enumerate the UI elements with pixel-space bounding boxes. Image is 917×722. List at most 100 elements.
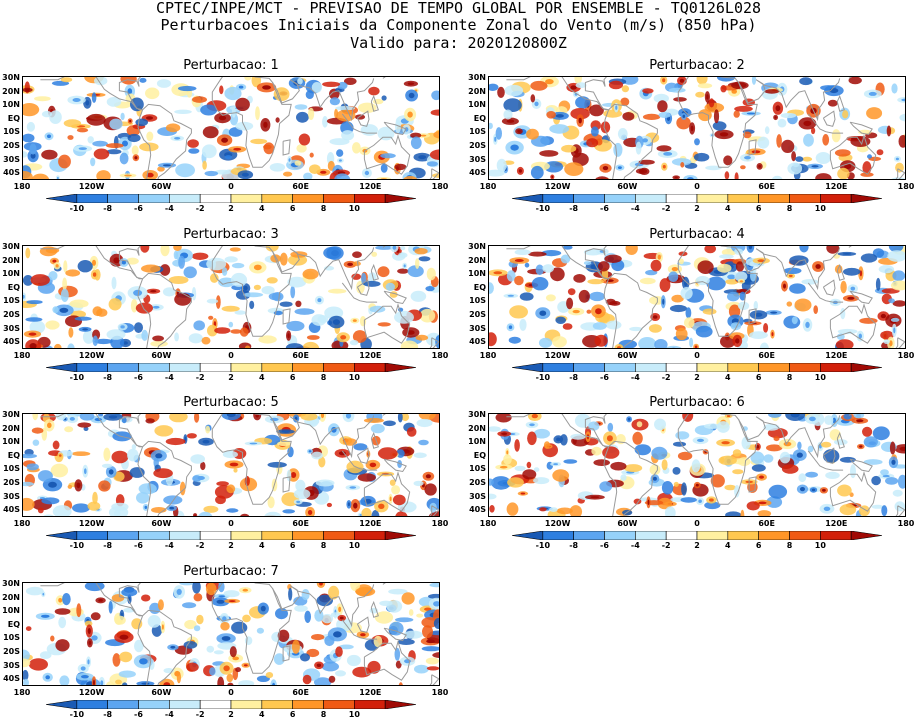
- lon-tick-label: 0: [228, 351, 234, 360]
- colorbar-label: 6: [289, 541, 296, 550]
- perturbation-core: [113, 257, 120, 264]
- perturbation-blob: [52, 440, 60, 450]
- perturbation-blob: [322, 81, 341, 87]
- perturbation-blob: [867, 154, 872, 159]
- coastline: [341, 619, 378, 640]
- colorbar-label: -10: [69, 710, 85, 719]
- perturbation-blob: [875, 277, 881, 291]
- perturbation-blob: [719, 254, 734, 259]
- perturbation-blob: [421, 646, 439, 652]
- perturbation-blob: [233, 468, 238, 473]
- perturbation-blob: [346, 654, 361, 667]
- perturbation-blob: [353, 443, 368, 451]
- colorbar-label: -10: [535, 541, 551, 550]
- perturbation-blob: [526, 128, 539, 140]
- coastline: [382, 246, 386, 248]
- perturbation-core: [572, 309, 580, 314]
- perturbation-blob: [734, 485, 740, 498]
- map-canvas: [489, 414, 905, 516]
- perturbation-blob: [429, 149, 439, 160]
- perturbation-blob: [163, 495, 183, 505]
- colorbar-swatch: [727, 531, 759, 540]
- perturbation-blob: [892, 489, 903, 497]
- lat-tick-label: 10N: [468, 269, 486, 279]
- perturbation-core: [425, 474, 431, 479]
- lat-tick-label: 30N: [2, 579, 20, 588]
- perturbation-blob: [530, 80, 548, 91]
- perturbation-blob: [54, 608, 71, 615]
- perturbation-core: [155, 453, 163, 459]
- lat-tick-label: 40S: [3, 505, 20, 515]
- perturbation-core: [47, 134, 51, 139]
- perturbation-blob: [589, 291, 605, 302]
- perturbation-blob: [120, 77, 137, 85]
- perturbation-core: [662, 78, 666, 83]
- perturbation-blob: [697, 260, 714, 274]
- colorbar-label: -2: [661, 541, 671, 550]
- coastline: [137, 615, 152, 685]
- perturbation-blob: [798, 473, 807, 483]
- perturbation-core: [706, 94, 709, 100]
- perturbation-blob: [545, 294, 556, 302]
- perturbation-blob: [697, 83, 713, 89]
- perturbation-blob: [79, 414, 95, 421]
- colorbar-swatch: [696, 531, 729, 540]
- colorbar-label: 2: [694, 373, 700, 382]
- perturbation-blob: [425, 657, 439, 665]
- perturbation-blob: [65, 269, 81, 277]
- perturbation-blob: [533, 477, 550, 485]
- coastline: [506, 246, 609, 280]
- perturbation-blob: [403, 175, 418, 179]
- colorbar-swatch: [820, 194, 852, 203]
- colorbar-label: 6: [289, 373, 296, 382]
- perturbation-blob: [326, 502, 332, 508]
- perturbation-blob: [544, 161, 564, 173]
- colorbar-label: 8: [320, 204, 327, 213]
- colorbar-label: -4: [164, 710, 174, 719]
- perturbation-blob: [834, 149, 851, 157]
- perturbation-blob: [888, 298, 895, 304]
- perturbation-blob: [671, 294, 684, 303]
- perturbation-blob: [338, 644, 354, 650]
- perturbation-blob: [578, 289, 590, 303]
- perturbation-core: [202, 439, 210, 444]
- perturbation-blob: [773, 436, 780, 442]
- perturbation-core: [59, 454, 62, 457]
- perturbation-blob: [286, 320, 305, 332]
- perturbation-blob: [226, 484, 236, 494]
- lon-tick-label: 120W: [544, 519, 571, 528]
- colorbar-swatch: [820, 531, 852, 540]
- perturbation-blob: [539, 507, 547, 512]
- perturbation-blob: [286, 469, 292, 482]
- lat-tick-label: 10S: [3, 633, 20, 643]
- perturbation-blob: [543, 441, 551, 449]
- colorbar-swatch: [354, 363, 386, 372]
- perturbation-blob: [766, 496, 783, 508]
- lon-tick-label: 120W: [78, 519, 105, 528]
- perturbation-core: [194, 514, 196, 516]
- perturbation-core: [263, 121, 268, 128]
- coastline: [849, 458, 873, 473]
- colorbar-label: -6: [134, 710, 143, 719]
- perturbation-core: [124, 174, 132, 177]
- coastline: [848, 77, 852, 79]
- colorbar-swatch: [230, 194, 263, 203]
- perturbation-blob: [285, 343, 304, 348]
- lat-tick-label: 40S: [469, 337, 486, 347]
- perturbation-blob: [114, 615, 126, 625]
- perturbation-blob: [562, 323, 573, 330]
- colorbar-label: -6: [134, 373, 143, 382]
- coastline: [848, 414, 852, 416]
- chart-subtitle: Perturbacoes Iniciais da Componente Zona…: [160, 16, 757, 34]
- perturbation-blob: [583, 261, 592, 266]
- perturbation-blob: [751, 464, 766, 472]
- perturbation-blob: [651, 446, 668, 460]
- perturbation-core: [895, 157, 899, 161]
- perturbation-blob: [188, 333, 203, 344]
- perturbation-core: [41, 614, 50, 618]
- lat-tick-label: 40S: [469, 505, 486, 515]
- lat-tick-label: 20S: [469, 478, 486, 487]
- perturbation-blob: [749, 331, 768, 339]
- perturbation-blob: [242, 614, 251, 623]
- perturbation-blob: [229, 247, 241, 252]
